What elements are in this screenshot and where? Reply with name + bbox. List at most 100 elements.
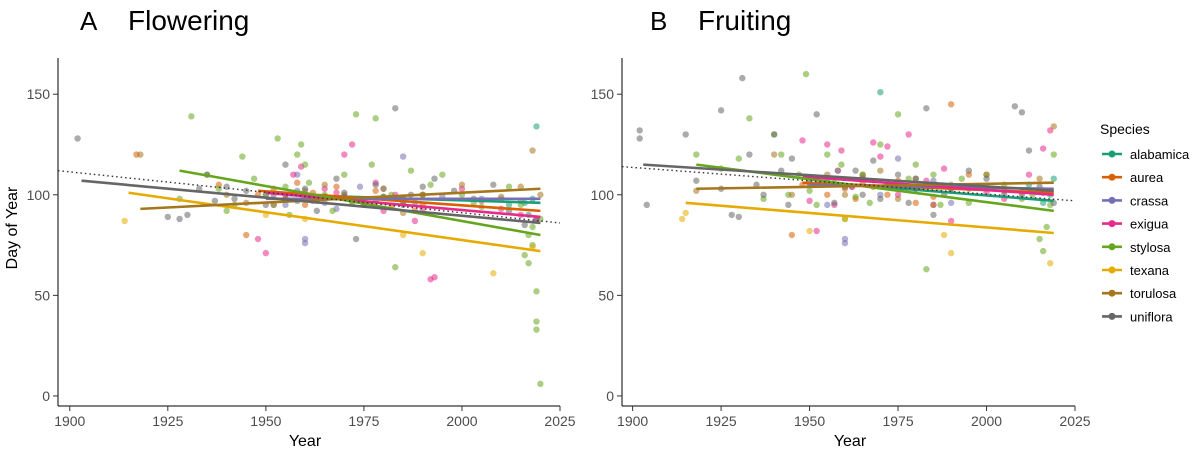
data-point-crassa <box>399 153 407 160</box>
data-point-exigua <box>947 217 955 225</box>
data-point-aurea <box>301 201 309 209</box>
trend-line-exigua <box>265 191 541 219</box>
data-point-stylosa <box>537 380 544 388</box>
data-point-uniflora <box>788 155 796 162</box>
data-point-stylosa <box>824 151 831 158</box>
data-point-uniflora <box>74 135 81 142</box>
data-point-crassa <box>282 201 289 209</box>
data-point-stylosa <box>912 161 919 168</box>
data-point-crassa <box>834 167 842 174</box>
legend-key-dot-exigua <box>1108 220 1116 228</box>
data-point-uniflora <box>923 105 930 112</box>
data-point-stylosa <box>937 201 944 209</box>
data-point-stylosa <box>505 183 513 190</box>
data-point-uniflora <box>333 175 340 182</box>
legend-label-aurea: aurea <box>1130 170 1164 185</box>
panel-title-fruiting: Fruiting <box>698 5 791 36</box>
data-point-stylosa <box>958 175 965 182</box>
data-point-uniflora <box>831 199 838 207</box>
data-point-exigua <box>905 131 912 138</box>
legend-key-dot-alabamica <box>1108 150 1116 158</box>
data-point-torulosa <box>930 201 937 209</box>
x-tick-label-flowering: 1925 <box>152 413 183 429</box>
data-point-stylosa <box>778 151 785 158</box>
data-point-aurea <box>788 231 796 239</box>
x-tick-label-fruiting: 2000 <box>971 413 1002 429</box>
data-point-exigua <box>806 197 813 205</box>
data-point-uniflora <box>739 74 746 82</box>
data-point-stylosa <box>838 161 845 168</box>
data-point-stylosa <box>533 318 540 325</box>
data-point-uniflora <box>372 181 379 188</box>
data-point-exigua <box>348 141 356 148</box>
data-point-uniflora <box>682 131 689 138</box>
data-point-uniflora <box>983 175 990 182</box>
legend-label-exigua: exigua <box>1130 217 1169 232</box>
data-point-crassa <box>824 201 831 209</box>
trend-line-torulosa <box>140 187 541 211</box>
data-point-aurea <box>947 101 955 108</box>
data-point-torulosa <box>894 195 902 203</box>
data-point-texana <box>490 270 497 277</box>
x-tick-label-fruiting: 1975 <box>882 413 913 429</box>
legend-label-torulosa: torulosa <box>1130 286 1177 301</box>
y-axis-label: Day of Year <box>4 186 21 269</box>
data-point-uniflora <box>760 191 767 198</box>
data-point-torulosa <box>137 151 144 158</box>
data-point-stylosa <box>1043 223 1050 231</box>
data-point-stylosa <box>923 266 930 273</box>
overall-trend-line-flowering <box>57 169 561 224</box>
panel-letter-b: B <box>650 6 667 36</box>
data-point-uniflora <box>301 185 309 192</box>
data-point-stylosa <box>239 153 246 160</box>
data-point-exigua <box>341 151 348 158</box>
legend-label-texana: texana <box>1130 263 1170 278</box>
data-point-uniflora <box>852 167 859 174</box>
data-point-stylosa <box>301 161 309 168</box>
legend-title: Species <box>1100 121 1150 137</box>
data-point-stylosa <box>813 201 820 209</box>
data-point-uniflora <box>728 211 735 219</box>
data-point-aurea <box>243 231 250 239</box>
data-point-torulosa <box>877 167 884 174</box>
data-point-stylosa <box>866 199 873 207</box>
data-point-stylosa <box>746 115 753 122</box>
data-point-exigua <box>813 227 820 235</box>
data-point-uniflora <box>176 215 183 223</box>
data-point-uniflora <box>392 105 399 112</box>
data-point-stylosa <box>802 70 810 78</box>
data-point-exigua <box>262 249 270 257</box>
legend-label-alabamica: alabamica <box>1130 147 1190 162</box>
data-point-stylosa <box>533 288 540 295</box>
data-point-stylosa <box>533 326 540 333</box>
data-point-crassa <box>841 235 849 243</box>
legend-label-stylosa: stylosa <box>1130 240 1171 255</box>
data-point-aurea <box>884 191 891 198</box>
data-point-uniflora <box>965 167 973 174</box>
data-point-uniflora <box>352 235 360 243</box>
y-tick-label-flowering: 0 <box>42 388 50 404</box>
data-point-uniflora <box>521 221 528 229</box>
x-tick-label-flowering: 1975 <box>348 413 379 429</box>
data-point-exigua <box>877 153 884 160</box>
data-point-stylosa <box>294 151 301 158</box>
data-point-uniflora <box>184 211 191 219</box>
data-point-exigua <box>254 235 262 243</box>
data-point-stylosa <box>352 111 360 118</box>
data-point-uniflora <box>753 181 760 188</box>
data-point-stylosa <box>368 161 375 168</box>
data-point-torulosa <box>1036 175 1043 182</box>
data-point-aurea <box>372 187 379 194</box>
data-point-stylosa <box>407 167 415 174</box>
data-point-stylosa <box>877 141 884 148</box>
data-point-stylosa <box>521 251 528 259</box>
data-point-uniflora <box>313 207 321 215</box>
plot-area-fruiting: 1900 1925 1950 1975 2000 2025 0 50 100 150 <box>591 58 1091 429</box>
data-point-torulosa <box>788 191 796 198</box>
x-tick-label-flowering: 2025 <box>544 413 575 429</box>
data-point-crassa <box>356 183 364 190</box>
data-point-uniflora <box>717 107 725 114</box>
data-point-uniflora <box>282 161 289 168</box>
data-point-aurea <box>294 179 301 186</box>
